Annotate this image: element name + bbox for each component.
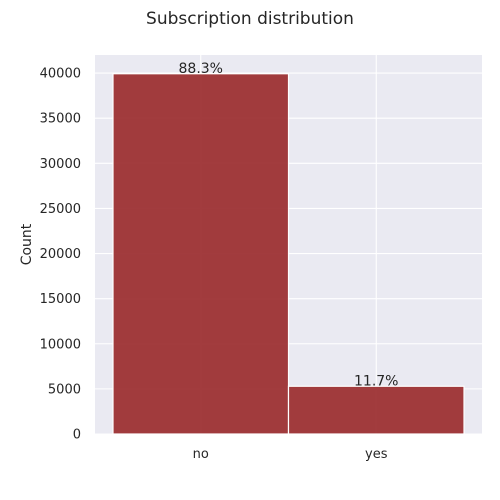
y-tick-label: 35000	[40, 112, 81, 127]
y-tick-label: 30000	[40, 157, 81, 172]
y-tick-label: 5000	[48, 382, 81, 397]
y-tick-label: 15000	[40, 292, 81, 307]
bar-yes	[287, 385, 465, 435]
bar-no	[112, 73, 290, 435]
bar-data-label: 88.3%	[179, 61, 223, 77]
y-tick-label: 40000	[40, 67, 81, 82]
x-tick-label: yes	[365, 447, 388, 462]
y-tick-label: 25000	[40, 202, 81, 217]
y-tick-label: 20000	[40, 247, 81, 262]
x-tick-label: no	[193, 447, 209, 462]
y-tick-label: 10000	[40, 337, 81, 352]
y-axis-label: Count	[19, 223, 35, 265]
chart-title: Subscription distribution	[146, 9, 354, 29]
bar-data-label: 11.7%	[354, 373, 398, 389]
y-tick-label: 0	[73, 428, 81, 443]
